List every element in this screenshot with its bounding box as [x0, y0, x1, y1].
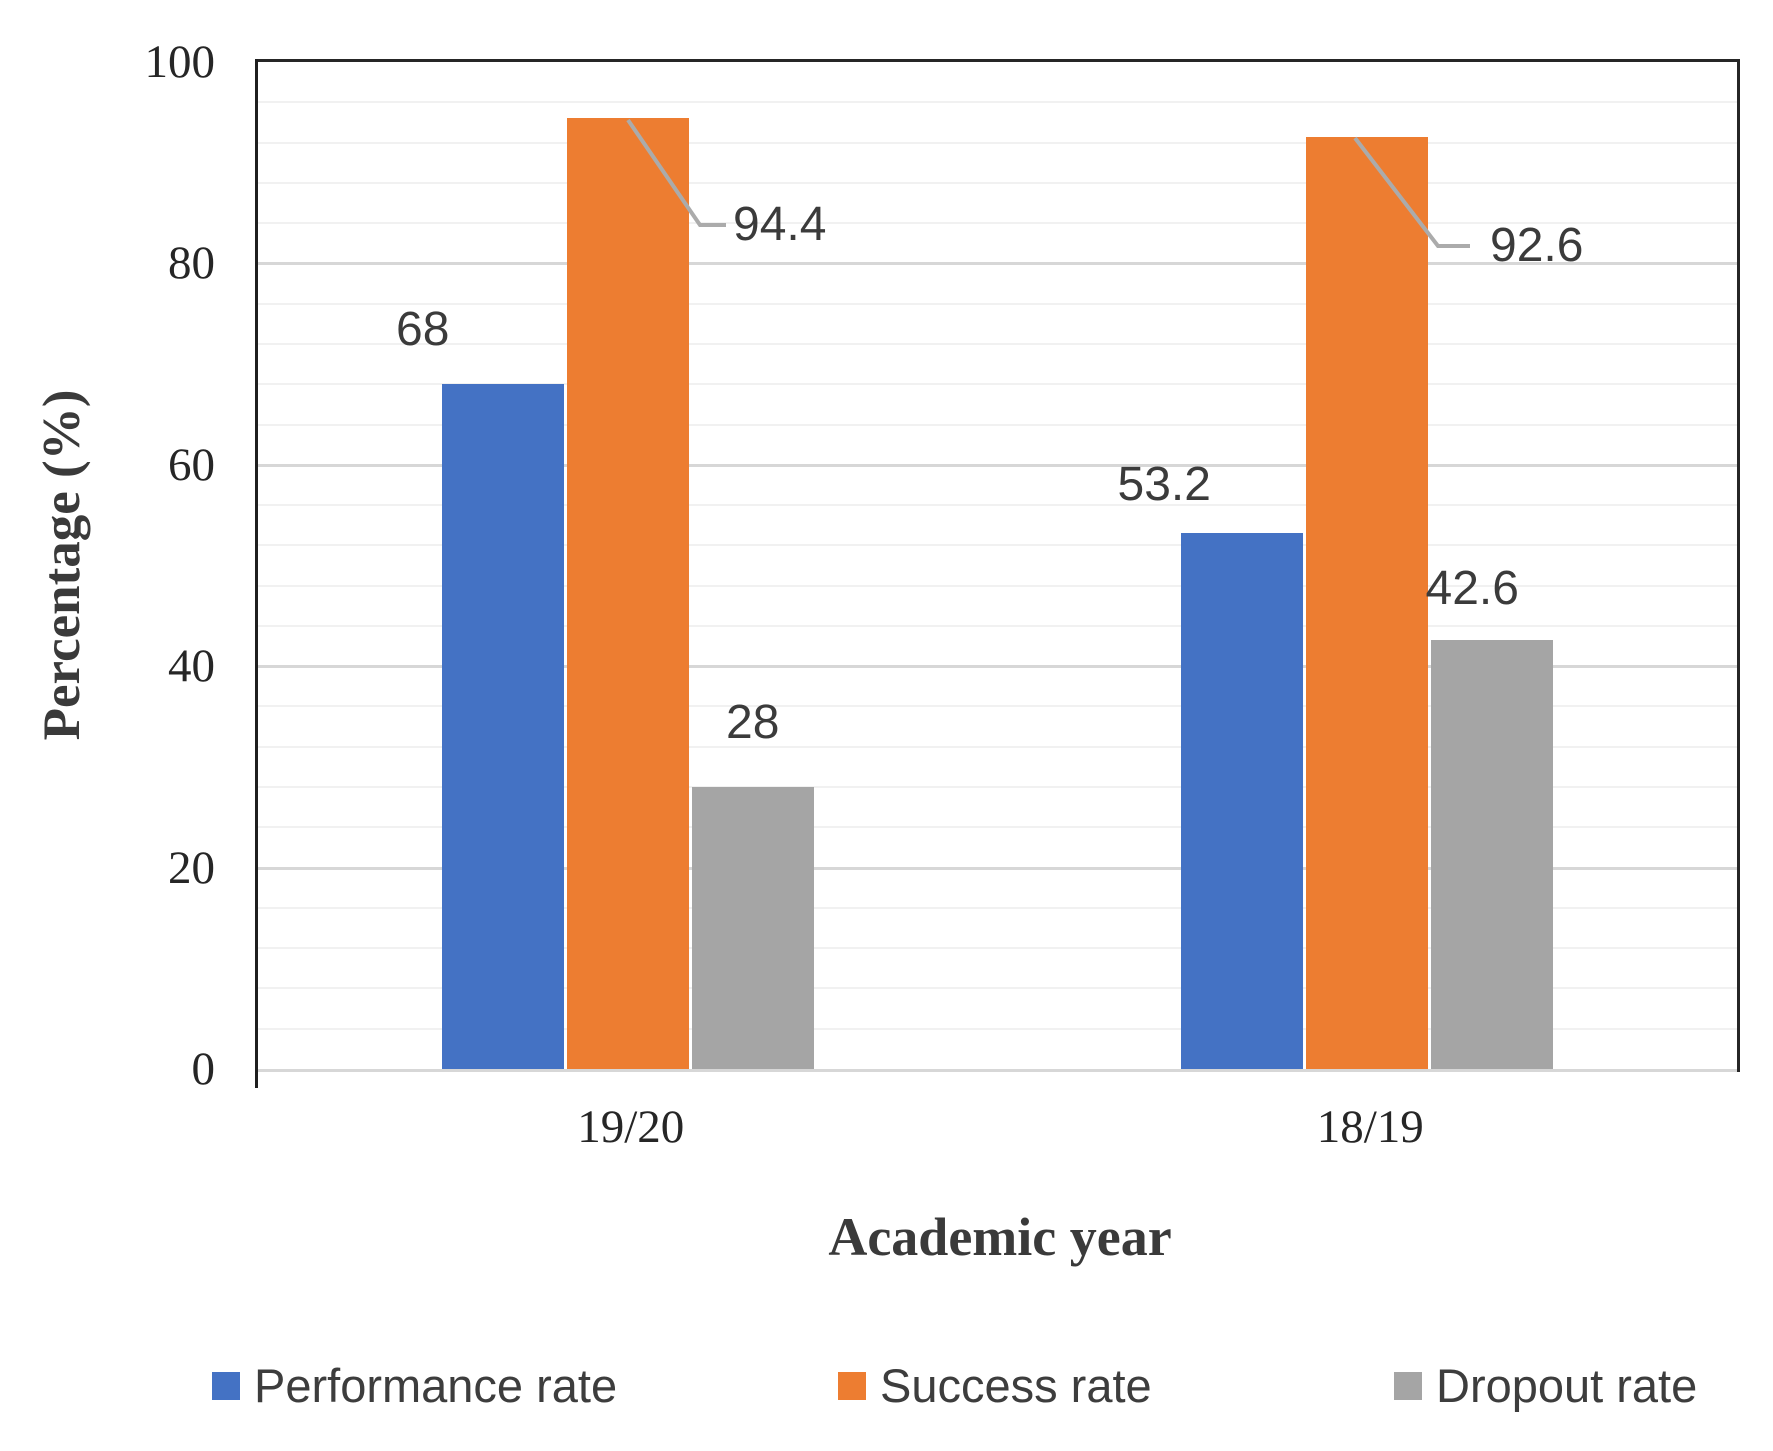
minor-gridline	[258, 705, 1737, 708]
minor-gridline	[258, 826, 1737, 829]
minor-gridline	[258, 342, 1737, 345]
minor-gridline	[258, 141, 1737, 144]
data-label: 53.2	[1117, 458, 1211, 512]
data-label: 42.6	[1425, 562, 1519, 616]
minor-gridline	[258, 906, 1737, 909]
legend-swatch-icon	[838, 1372, 866, 1400]
data-label: 28	[726, 696, 780, 750]
data-label: 68	[396, 303, 450, 357]
plot-border-top	[256, 59, 1740, 62]
minor-gridline	[258, 383, 1737, 386]
minor-gridline	[258, 423, 1737, 426]
x-axis-baseline	[258, 1069, 1737, 1072]
minor-gridline	[258, 786, 1737, 789]
minor-gridline	[258, 987, 1737, 990]
data-label: 94.4	[733, 198, 827, 251]
major-gridline	[258, 665, 1737, 669]
minor-gridline	[258, 222, 1737, 225]
chart-legend: Performance rate Success rate Dropout rate	[0, 1358, 1773, 1428]
y-tick-label: 40	[168, 640, 215, 693]
legend-item-dropout-rate: Dropout rate	[1394, 1358, 1697, 1414]
major-gridline	[258, 463, 1737, 467]
bar-performance-rate-18-19	[1181, 533, 1304, 1069]
y-tick-label: 100	[144, 36, 216, 88]
minor-gridline	[258, 1027, 1737, 1030]
plot-border-right	[1737, 59, 1740, 1072]
bar-dropout-rate-18-19	[1431, 640, 1554, 1069]
major-gridline	[258, 866, 1737, 870]
legend-item-performance-rate: Performance rate	[212, 1358, 617, 1414]
y-tick-label: 60	[168, 438, 215, 491]
bar-dropout-rate-19-20	[691, 787, 814, 1069]
minor-gridline	[258, 101, 1737, 104]
y-axis-line	[255, 59, 258, 1088]
major-gridline	[258, 262, 1737, 266]
legend-swatch-icon	[212, 1372, 240, 1400]
legend-swatch-icon	[1394, 1372, 1422, 1400]
legend-label: Performance rate	[254, 1359, 618, 1412]
minor-gridline	[258, 544, 1737, 547]
legend-label: Dropout rate	[1436, 1359, 1698, 1412]
minor-gridline	[258, 947, 1737, 950]
y-tick-label: 20	[168, 841, 215, 894]
minor-gridline	[258, 624, 1737, 627]
minor-gridline	[258, 181, 1737, 184]
bar-success-rate-18-19	[1306, 136, 1429, 1069]
plot-area: 68 94.4 28 53.2 92.6 42.6	[258, 62, 1737, 1069]
bar-performance-rate-19-20	[441, 384, 564, 1069]
minor-gridline	[258, 302, 1737, 305]
minor-gridline	[258, 584, 1737, 587]
data-label: 92.6	[1490, 219, 1584, 272]
x-tick-label: 19/20	[577, 1101, 685, 1153]
x-tick-label: 18/19	[1316, 1101, 1424, 1153]
legend-item-success-rate: Success rate	[838, 1358, 1152, 1414]
x-axis-title: Academic year	[828, 1207, 1172, 1267]
minor-gridline	[258, 745, 1737, 748]
y-tick-label: 0	[191, 1043, 216, 1095]
legend-label: Success rate	[880, 1359, 1152, 1412]
y-tick-label: 80	[168, 237, 215, 290]
bar-success-rate-19-20	[566, 118, 689, 1069]
minor-gridline	[258, 504, 1737, 507]
